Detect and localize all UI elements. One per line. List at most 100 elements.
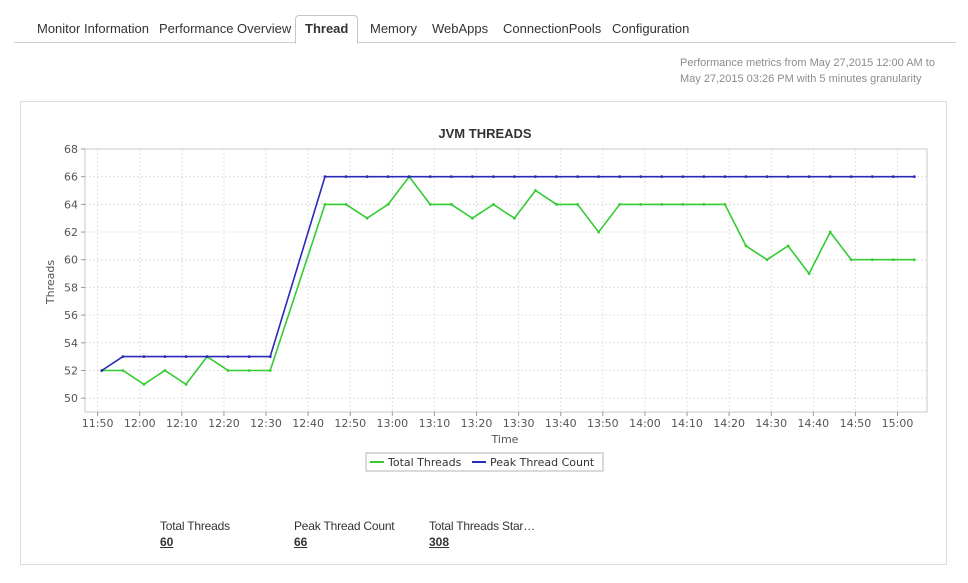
y-tick-label: 68 — [64, 143, 78, 156]
y-tick-label: 54 — [64, 337, 78, 350]
data-point-total-threads — [702, 202, 706, 206]
data-point-total-threads — [470, 216, 474, 220]
range-note-line-2: May 27,2015 03:26 PM with 5 minutes gran… — [680, 73, 922, 85]
data-point-total-threads — [597, 230, 601, 234]
data-point-peak-thread-count — [163, 355, 167, 359]
chart-series — [100, 175, 916, 386]
stat-peak-thread-count-label: Peak Thread Count — [294, 519, 395, 533]
data-point-total-threads — [323, 202, 327, 206]
data-point-peak-thread-count — [365, 175, 369, 179]
y-axis-ticks: 50 52 54 56 58 60 62 64 66 68 — [64, 143, 85, 405]
data-point-total-threads — [449, 202, 453, 206]
data-point-total-threads — [428, 202, 432, 206]
y-tick-label: 58 — [64, 281, 78, 294]
data-point-peak-thread-count — [744, 175, 748, 179]
tab-connectionpools[interactable]: ConnectionPools — [503, 21, 602, 36]
jvm-threads-chart: JVM THREADS 50 52 54 56 58 60 62 64 66 68 11:50 12… — [44, 126, 928, 472]
x-tick-label: 13:10 — [419, 417, 451, 430]
data-point-peak-thread-count — [555, 175, 558, 179]
stat-peak-thread-count: Peak Thread Count 66 — [294, 519, 395, 549]
data-point-total-threads — [184, 382, 188, 386]
data-point-peak-thread-count — [407, 175, 411, 179]
chart-title: JVM THREADS — [438, 126, 532, 141]
stat-total-threads: Total Threads 60 — [160, 519, 230, 549]
tab-thread[interactable]: Thread — [295, 15, 359, 44]
tab-bar: Monitor Information Performance Overview… — [14, 14, 956, 44]
data-point-peak-thread-count — [618, 175, 622, 179]
stat-peak-thread-count-value[interactable]: 66 — [294, 535, 308, 549]
range-note-line-1: Performance metrics from May 27,2015 12:… — [680, 57, 935, 69]
y-tick-label: 66 — [64, 171, 78, 184]
data-point-peak-thread-count — [513, 175, 516, 179]
data-point-total-threads — [828, 230, 832, 234]
x-tick-label: 13:40 — [545, 417, 577, 430]
x-tick-label: 14:20 — [713, 417, 745, 430]
data-point-peak-thread-count — [681, 175, 685, 179]
data-point-total-threads — [786, 244, 790, 248]
data-point-total-threads — [618, 202, 622, 206]
data-point-total-threads — [121, 369, 125, 372]
data-point-total-threads — [912, 258, 916, 262]
tab-monitor-information[interactable]: Monitor Information — [37, 21, 149, 36]
x-axis-ticks: 11:50 12:00 12:10 12:20 12:30 12:40 12:50 13:00… — [82, 412, 913, 430]
data-point-total-threads — [744, 244, 748, 248]
x-tick-label: 14:50 — [840, 417, 872, 430]
data-point-total-threads — [534, 189, 537, 192]
chart-legend: Total Threads Peak Thread Count — [365, 452, 604, 472]
tab-performance-overview[interactable]: Performance Overview — [159, 21, 292, 36]
y-tick-label: 50 — [64, 392, 78, 405]
data-point-peak-thread-count — [597, 175, 601, 179]
data-point-total-threads — [681, 202, 685, 206]
data-point-peak-thread-count — [184, 355, 188, 359]
data-point-peak-thread-count — [386, 175, 390, 179]
data-point-peak-thread-count — [142, 355, 146, 359]
data-point-total-threads — [365, 216, 369, 220]
data-point-peak-thread-count — [491, 175, 495, 179]
data-point-total-threads — [660, 202, 664, 206]
data-point-total-threads — [163, 369, 167, 372]
data-point-peak-thread-count — [121, 355, 125, 359]
x-tick-label: 11:50 — [82, 417, 114, 430]
x-tick-label: 14:10 — [671, 417, 703, 430]
data-point-total-threads — [807, 272, 811, 275]
data-point-peak-thread-count — [576, 175, 579, 179]
stat-total-threads-started-label: Total Threads Star… — [429, 519, 536, 533]
data-point-peak-thread-count — [344, 175, 348, 179]
y-tick-label: 64 — [64, 198, 78, 211]
metrics-range-note: Performance metrics from May 27,2015 12:… — [680, 55, 960, 87]
data-point-peak-thread-count — [268, 355, 272, 359]
x-tick-label: 12:50 — [334, 417, 366, 430]
x-tick-label: 12:40 — [292, 417, 324, 430]
x-tick-label: 12:20 — [208, 417, 240, 430]
data-point-peak-thread-count — [247, 355, 251, 359]
x-tick-label: 14:30 — [755, 417, 787, 430]
data-point-total-threads — [513, 216, 516, 220]
data-point-total-threads — [247, 369, 251, 372]
stat-total-threads-started-value[interactable]: 308 — [429, 535, 450, 549]
tab-memory[interactable]: Memory — [370, 21, 417, 36]
data-point-peak-thread-count — [323, 175, 327, 179]
data-point-peak-thread-count — [828, 175, 832, 179]
data-point-total-threads — [491, 202, 495, 206]
tab-webapps[interactable]: WebApps — [432, 21, 489, 36]
y-tick-label: 52 — [64, 364, 78, 377]
data-point-total-threads — [226, 369, 230, 372]
data-point-peak-thread-count — [205, 355, 209, 359]
data-point-total-threads — [386, 202, 390, 206]
plot-area-border — [84, 148, 928, 413]
tab-configuration[interactable]: Configuration — [612, 21, 690, 36]
chart-grid — [85, 148, 927, 412]
data-point-peak-thread-count — [723, 175, 727, 179]
x-axis-label: Time — [491, 433, 519, 446]
x-tick-label: 13:50 — [587, 417, 619, 430]
chart-panel: JVM THREADS 50 52 54 56 58 60 62 64 66 68 11:50 12… — [20, 101, 947, 565]
y-axis-label: Threads — [44, 260, 57, 305]
data-point-peak-thread-count — [702, 175, 706, 179]
data-point-peak-thread-count — [428, 175, 432, 179]
data-point-total-threads — [142, 382, 146, 386]
stat-total-threads-label: Total Threads — [160, 519, 230, 533]
data-point-peak-thread-count — [470, 175, 474, 179]
data-point-total-threads — [555, 202, 558, 206]
stat-total-threads-value[interactable]: 60 — [160, 535, 174, 549]
legend-label-total-threads: Total Threads — [387, 456, 462, 469]
